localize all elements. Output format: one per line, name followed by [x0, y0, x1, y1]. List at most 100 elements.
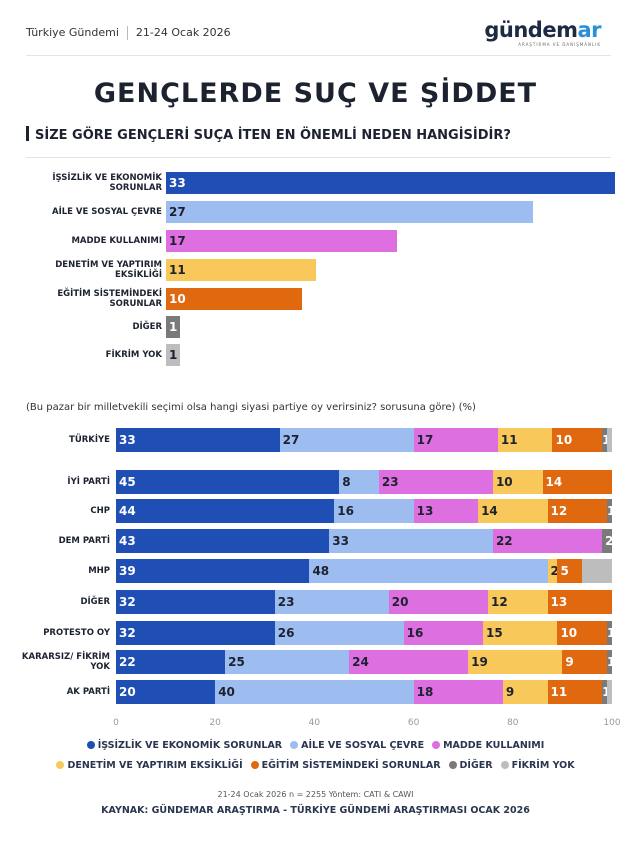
legend-dot-icon: [86, 741, 95, 749]
stacked-segment: 16: [403, 621, 484, 645]
header: Türkiye Gündemi 21-24 Ocak 2026: [26, 26, 231, 40]
legend-item: EĞİTİM SİSTEMİNDEKİ SORUNLAR: [250, 760, 441, 771]
stacked-segment: 10: [552, 428, 603, 452]
legend-label: DİĞER: [459, 760, 493, 771]
legend-label: EĞİTİM SİSTEMİNDEKİ SORUNLAR: [261, 760, 441, 771]
stacked-segment: 1: [607, 650, 612, 674]
stacked-segment: 33: [116, 428, 280, 452]
stacked-segment: 33: [329, 529, 493, 553]
bar-label: DENETİM VE YAPTIRIM EKSİKLİĞİ: [55, 260, 162, 280]
stacked-segment: [607, 680, 612, 704]
legend-label: AİLE VE SOSYAL ÇEVRE: [301, 740, 425, 751]
stacked-segment: 5: [557, 559, 583, 583]
bar-label: FİKRİM YOK: [105, 350, 162, 360]
row-label: TÜRKİYE: [69, 435, 110, 445]
legend-item: DİĞER: [448, 760, 493, 771]
stacked-segment: [582, 559, 612, 583]
stacked-segment: 22: [492, 529, 603, 553]
row-label: İYİ PARTİ: [67, 477, 110, 487]
stacked-segment: 25: [225, 650, 350, 674]
stacked-segment: 8: [339, 470, 379, 494]
stacked-segment: 12: [488, 590, 548, 614]
stacked-segment: 15: [483, 621, 558, 645]
stacked-segment: 32: [116, 621, 275, 645]
stacked-segment: 13: [413, 499, 479, 523]
stacked-segment: 40: [215, 680, 414, 704]
legend-row-2: DENETİM VE YAPTIRIM EKSİKLİĞİ EĞİTİM SİST…: [0, 760, 631, 771]
stacked-segment: 11: [547, 680, 603, 704]
stacked-segment: 17: [413, 428, 498, 452]
row-label: PROTESTO OY: [43, 628, 110, 638]
legend-dot-icon: [290, 741, 299, 749]
stacked-segment: 12: [547, 499, 608, 523]
row-label: DEM PARTİ: [58, 536, 110, 546]
bar: 17: [166, 230, 398, 252]
stacked-segment: 9: [562, 650, 608, 674]
legend-dot-icon: [250, 761, 259, 769]
stacked-segment: 2: [547, 559, 558, 583]
page-title: GENÇLERDE SUÇ VE ŞİDDET: [93, 78, 538, 109]
stacked-segment: 44: [116, 499, 335, 523]
stacked-segment: 9: [502, 680, 548, 704]
stacked-segment: 24: [349, 650, 469, 674]
legend-dot-icon: [432, 741, 441, 749]
stacked-segment: 18: [413, 680, 503, 704]
bar-label: MADDE KULLANIMI: [71, 236, 162, 246]
method-note: 21-24 Ocak 2026 n = 2255 Yöntem: CATI & …: [217, 790, 414, 799]
stacked-segment: 39: [116, 559, 310, 583]
divider: [26, 55, 611, 56]
stacked-segment: 43: [116, 529, 330, 553]
legend-label: DENETİM VE YAPTIRIM EKSİKLİĞİ: [67, 760, 243, 771]
stacked-segment: 20: [116, 680, 216, 704]
bar-label: EĞİTİM SİSTEMİNDEKİ SORUNLAR: [57, 289, 162, 309]
legend-item: AİLE VE SOSYAL ÇEVRE: [290, 740, 424, 751]
divider: [126, 26, 128, 40]
stacked-segment: 32: [116, 590, 275, 614]
legend-item: FİKRİM YOK: [500, 760, 575, 771]
logo-wordmark: gündemar: [484, 18, 601, 42]
bar: 1: [166, 344, 180, 366]
question: SİZE GÖRE GENÇLERİ SUÇA İTEN EN ÖNEMLİ N…: [26, 126, 511, 143]
stacked-segment: 48: [309, 559, 548, 583]
divider: [26, 157, 611, 158]
stacked-segment: 19: [468, 650, 563, 674]
bar: 11: [166, 259, 316, 281]
stacked-segment: 10: [557, 621, 608, 645]
x-tick-label: 0: [113, 718, 119, 728]
stacked-segment: 23: [274, 590, 389, 614]
row-label: DİĞER: [80, 597, 110, 607]
stacked-segment: 2: [602, 529, 612, 553]
logo-subtitle: ARAŞTIRMA VE DANIŞMANLIK: [518, 42, 601, 47]
stacked-segment: 1: [602, 680, 608, 704]
bar: 27: [166, 201, 534, 223]
stacked-segment: 23: [378, 470, 493, 494]
logo: gündemar ARAŞTIRMA VE DANIŞMANLIK: [484, 18, 601, 47]
stacked-segment: 45: [116, 470, 340, 494]
stacked-segment: 13: [547, 590, 612, 614]
legend-dot-icon: [448, 761, 457, 769]
stacked-segment: 27: [279, 428, 414, 452]
stacked-segment: 1: [607, 499, 612, 523]
stacked-segment: [607, 428, 612, 452]
legend-dot-icon: [56, 761, 65, 769]
bar: 10: [166, 288, 302, 310]
row-label: CHP: [90, 506, 110, 516]
row-label: MHP: [88, 566, 110, 576]
bar-label: İŞSİZLİK VE EKONOMİK SORUNLAR: [52, 173, 162, 193]
legend-item: MADDE KULLANIMI: [432, 740, 544, 751]
legend-label: FİKRİM YOK: [511, 760, 575, 771]
bar-label: DİĞER: [132, 322, 162, 332]
stacked-segment: 14: [542, 470, 612, 494]
legend-item: İŞSİZLİK VE EKONOMİK SORUNLAR: [86, 740, 282, 751]
row-label: AK PARTİ: [66, 687, 110, 697]
chart-note: (Bu pazar bir milletvekili seçimi olsa h…: [26, 402, 476, 413]
x-tick-label: 100: [603, 718, 621, 728]
stacked-segment: 1: [607, 621, 612, 645]
legend-dot-icon: [500, 761, 509, 769]
x-tick-label: 80: [507, 718, 519, 728]
stacked-segment: 16: [334, 499, 414, 523]
stacked-segment: 10: [492, 470, 543, 494]
bar-label: AİLE VE SOSYAL ÇEVRE: [51, 207, 162, 217]
stacked-segment: 22: [116, 650, 226, 674]
